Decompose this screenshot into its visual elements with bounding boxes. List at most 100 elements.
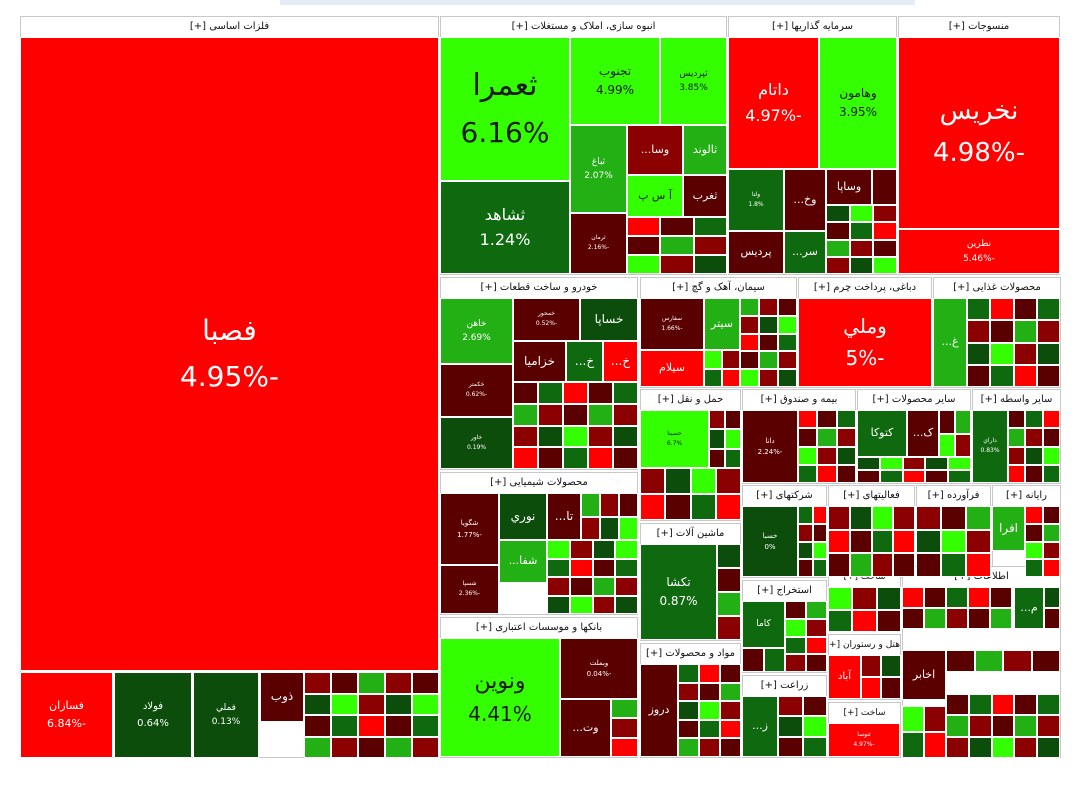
filler-tile[interactable] [946, 694, 969, 716]
filler-tile[interactable] [798, 559, 813, 578]
filler-tile[interactable] [990, 587, 1012, 608]
filler-tile[interactable] [615, 595, 639, 614]
filler-tile[interactable] [304, 715, 331, 737]
filler-tile[interactable] [879, 470, 903, 483]
filler-tile[interactable] [968, 694, 992, 716]
tile[interactable]: تکشا 0.87% [640, 544, 717, 640]
filler-tile[interactable] [967, 364, 991, 388]
tile[interactable]: حسینا 6.7% [640, 410, 709, 468]
filler-tile[interactable] [678, 719, 699, 739]
filler-tile[interactable] [619, 493, 638, 517]
filler-tile[interactable] [1037, 736, 1060, 758]
tile[interactable]: خکمتر -0.62% [440, 364, 513, 417]
filler-tile[interactable] [1042, 446, 1060, 465]
filler-tile[interactable] [538, 425, 563, 448]
filler-tile[interactable] [709, 410, 725, 430]
filler-tile[interactable] [849, 506, 872, 530]
filler-tile[interactable] [665, 468, 691, 494]
filler-tile[interactable] [1025, 428, 1043, 447]
filler-tile[interactable] [778, 351, 797, 370]
filler-tile[interactable] [1042, 428, 1060, 447]
tile[interactable]: کاما [742, 601, 785, 648]
filler-tile[interactable] [1025, 506, 1043, 524]
filler-tile[interactable] [849, 553, 872, 577]
filler-tile[interactable] [902, 732, 924, 758]
filler-tile[interactable] [358, 715, 385, 737]
filler-tile[interactable] [412, 693, 439, 715]
filler-tile[interactable] [581, 516, 600, 540]
filler-tile[interactable] [828, 553, 850, 577]
filler-tile[interactable] [836, 428, 856, 447]
tile[interactable]: فملي 0.13% [193, 672, 259, 758]
tile[interactable]: تا... [547, 493, 581, 540]
filler-tile[interactable] [759, 351, 778, 370]
tile[interactable]: غ... [933, 298, 967, 387]
filler-tile[interactable] [720, 701, 741, 720]
filler-tile[interactable] [778, 369, 797, 387]
filler-tile[interactable] [849, 256, 874, 275]
filler-tile[interactable] [785, 601, 806, 619]
tile[interactable]: سیلام [640, 350, 704, 387]
filler-tile[interactable] [547, 595, 570, 614]
tile[interactable]: نوري [499, 493, 547, 540]
filler-tile[interactable] [615, 540, 639, 559]
filler-tile[interactable] [916, 553, 941, 577]
filler-tile[interactable] [990, 298, 1014, 321]
filler-tile[interactable] [704, 350, 722, 369]
tile[interactable]: دروز [640, 664, 678, 757]
filler-tile[interactable] [1036, 364, 1061, 388]
filler-tile[interactable] [1025, 410, 1043, 429]
filler-tile[interactable] [588, 425, 613, 448]
filler-tile[interactable] [1008, 464, 1026, 484]
filler-tile[interactable] [627, 255, 661, 274]
filler-tile[interactable] [513, 425, 538, 448]
tile[interactable]: وت... [560, 699, 611, 757]
filler-tile[interactable] [798, 464, 818, 484]
tile[interactable]: خ... [603, 341, 638, 382]
filler-tile[interactable] [826, 256, 850, 275]
filler-tile[interactable] [990, 342, 1014, 365]
filler-tile[interactable] [619, 516, 638, 540]
filler-tile[interactable] [538, 403, 563, 426]
filler-tile[interactable] [358, 693, 385, 715]
filler-tile[interactable] [798, 523, 813, 542]
tile[interactable]: خاور 0.19% [440, 417, 513, 469]
filler-tile[interactable] [627, 217, 661, 236]
filler-tile[interactable] [849, 222, 874, 240]
filler-tile[interactable] [852, 587, 877, 610]
filler-tile[interactable] [857, 470, 880, 483]
filler-tile[interactable] [513, 382, 538, 404]
filler-tile[interactable] [304, 693, 331, 715]
filler-tile[interactable] [1036, 298, 1061, 321]
filler-tile[interactable] [613, 382, 638, 404]
filler-tile[interactable] [611, 737, 638, 757]
filler-tile[interactable] [902, 457, 926, 470]
filler-tile[interactable] [1014, 736, 1038, 758]
tile[interactable]: شفا... [499, 540, 547, 583]
tile[interactable]: وخ... [784, 169, 826, 231]
filler-tile[interactable] [806, 601, 827, 619]
filler-tile[interactable] [861, 655, 881, 677]
filler-tile[interactable] [778, 315, 797, 334]
filler-tile[interactable] [615, 558, 639, 577]
filler-tile[interactable] [693, 217, 727, 236]
filler-tile[interactable] [924, 706, 946, 732]
filler-tile[interactable] [861, 677, 881, 699]
filler-tile[interactable] [812, 506, 827, 524]
filler-tile[interactable] [1008, 410, 1026, 429]
tile[interactable]: سفارس -1.66% [640, 298, 704, 350]
tile[interactable]: ولتا 1.8% [728, 169, 784, 231]
filler-tile[interactable] [812, 541, 827, 560]
filler-tile[interactable] [946, 650, 975, 672]
filler-tile[interactable] [806, 618, 827, 637]
filler-tile[interactable] [693, 255, 727, 274]
filler-tile[interactable] [798, 428, 818, 447]
filler-tile[interactable] [385, 715, 412, 737]
filler-tile[interactable] [613, 403, 638, 426]
filler-tile[interactable] [990, 320, 1014, 343]
filler-tile[interactable] [925, 470, 949, 483]
filler-tile[interactable] [1014, 694, 1038, 716]
filler-tile[interactable] [759, 333, 778, 352]
filler-tile[interactable] [879, 457, 903, 470]
filler-tile[interactable] [660, 255, 694, 274]
